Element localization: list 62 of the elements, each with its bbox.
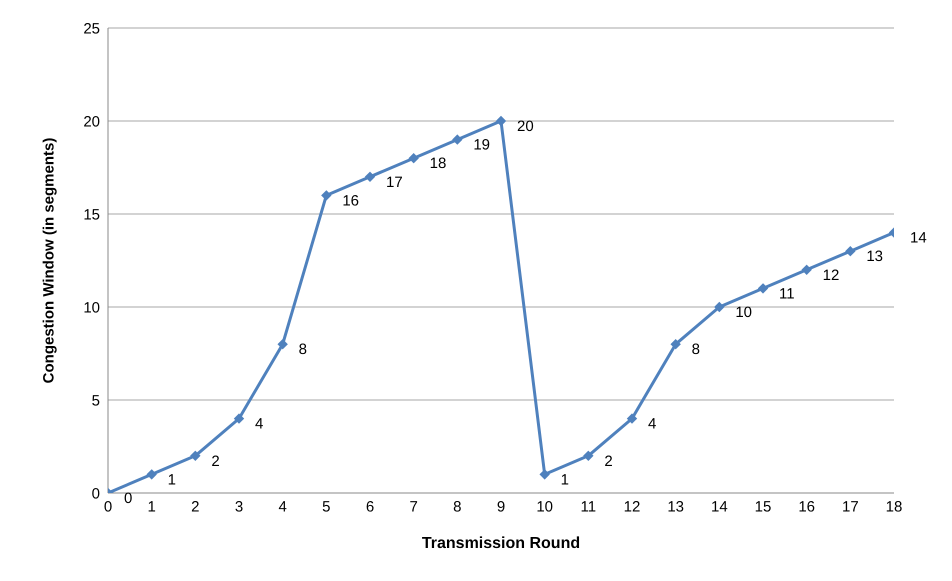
x-tick-label: 10: [536, 498, 554, 516]
x-tick-label: 6: [366, 498, 374, 516]
point: [540, 469, 550, 480]
point: [146, 469, 157, 480]
data-label: 10: [735, 304, 752, 321]
x-tick-label: 15: [754, 498, 772, 516]
x-tick-label: 11: [580, 498, 596, 516]
data-label: 1: [168, 471, 176, 488]
data-label: 14: [910, 230, 927, 247]
y-tick-label: 15: [83, 206, 100, 224]
data-label: 13: [866, 248, 884, 266]
data-label: 2: [604, 452, 613, 470]
point: [627, 414, 637, 424]
y-axis-title: Congestion Window (in segments): [40, 138, 58, 384]
data-label: 16: [342, 192, 360, 210]
point: [452, 134, 462, 145]
x-tick-label: 9: [496, 498, 506, 516]
x-tick-label: 16: [798, 498, 816, 516]
data-label: 12: [822, 266, 840, 284]
x-tick-label: 18: [886, 498, 902, 516]
data-label: 8: [692, 341, 700, 358]
data-label: 4: [255, 416, 264, 433]
x-tick-label: 0: [104, 498, 112, 516]
y-tick-label: 20: [83, 113, 100, 130]
point: [408, 153, 419, 164]
x-tick-label: 17: [842, 498, 859, 516]
y-tick-label: 0: [92, 485, 100, 502]
point: [714, 302, 724, 312]
point: [670, 339, 681, 350]
x-tick-label: 2: [191, 498, 200, 516]
point: [234, 414, 244, 424]
data-label: 20: [517, 118, 534, 135]
x-tick-label: 8: [453, 498, 462, 516]
y-tick-label: 10: [83, 299, 100, 316]
x-tick-label: 3: [234, 498, 244, 516]
point: [845, 246, 856, 256]
x-tick-label: 5: [322, 498, 331, 516]
x-tick-label: 4: [278, 498, 287, 516]
x-tick-label: 12: [624, 498, 640, 516]
point: [278, 339, 288, 350]
data-label: 18: [430, 155, 446, 172]
point: [190, 450, 200, 461]
point: [758, 283, 768, 294]
data-label: 1: [560, 471, 570, 488]
point: [365, 172, 375, 182]
data-label: 17: [386, 174, 403, 191]
x-axis-title: Transmission Round: [422, 535, 580, 552]
x-tick-label: 7: [409, 498, 418, 516]
point: [496, 116, 506, 126]
y-tick-label: 25: [83, 20, 100, 38]
data-label: 11: [779, 285, 795, 302]
data-label: 8: [298, 341, 308, 358]
data-label: 4: [648, 416, 656, 433]
data-label: 2: [211, 452, 220, 470]
y-tick-label: 5: [92, 392, 100, 410]
x-tick-label: 14: [710, 498, 728, 516]
point: [802, 264, 812, 275]
data-label: 19: [473, 136, 490, 154]
x-tick-label: 1: [147, 498, 156, 516]
point: [321, 190, 332, 200]
x-tick-label: 13: [667, 498, 684, 516]
point: [583, 450, 594, 461]
